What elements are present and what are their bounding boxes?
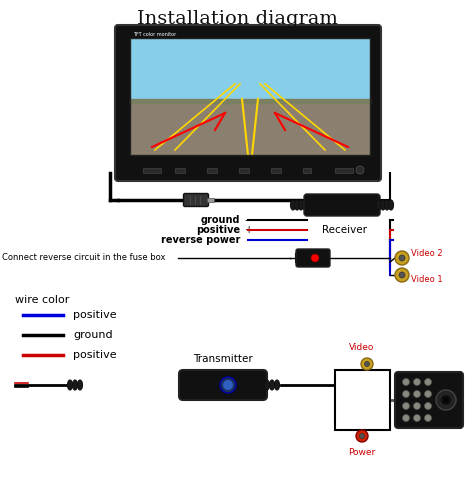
Circle shape xyxy=(402,378,410,386)
Ellipse shape xyxy=(274,380,280,390)
Circle shape xyxy=(402,391,410,397)
Bar xyxy=(207,168,217,173)
Circle shape xyxy=(413,414,420,422)
Text: Power: Power xyxy=(348,448,375,457)
Bar xyxy=(143,168,161,173)
Text: Connect reverse circuit in the fuse box: Connect reverse circuit in the fuse box xyxy=(2,254,165,262)
Circle shape xyxy=(395,268,409,282)
Text: Video 1: Video 1 xyxy=(411,275,443,283)
Text: Video: Video xyxy=(349,343,374,352)
Bar xyxy=(175,168,185,173)
Ellipse shape xyxy=(270,380,274,390)
Text: Video 2: Video 2 xyxy=(411,249,443,259)
Text: wire color: wire color xyxy=(15,295,69,305)
Circle shape xyxy=(402,414,410,422)
FancyBboxPatch shape xyxy=(179,370,267,400)
Text: Transmitter: Transmitter xyxy=(193,354,253,364)
FancyBboxPatch shape xyxy=(304,194,380,216)
Circle shape xyxy=(436,390,456,410)
Ellipse shape xyxy=(376,200,382,210)
Text: TFT color monitor: TFT color monitor xyxy=(133,32,176,37)
Circle shape xyxy=(413,391,420,397)
Ellipse shape xyxy=(264,380,270,390)
Bar xyxy=(303,168,311,173)
Ellipse shape xyxy=(78,380,82,390)
FancyBboxPatch shape xyxy=(115,25,381,181)
Text: Installation diagram: Installation diagram xyxy=(137,10,337,28)
Ellipse shape xyxy=(67,380,73,390)
Text: ground: ground xyxy=(73,330,113,340)
Circle shape xyxy=(220,377,236,393)
Circle shape xyxy=(356,166,364,174)
FancyBboxPatch shape xyxy=(183,193,209,206)
Circle shape xyxy=(413,402,420,410)
Circle shape xyxy=(443,397,449,403)
Ellipse shape xyxy=(389,200,393,210)
Text: reverse power: reverse power xyxy=(161,235,240,245)
Text: ground: ground xyxy=(201,215,240,225)
Bar xyxy=(239,168,249,173)
Bar xyxy=(335,370,390,430)
Text: positive: positive xyxy=(73,310,117,320)
Circle shape xyxy=(402,402,410,410)
Ellipse shape xyxy=(299,200,303,210)
Circle shape xyxy=(399,272,405,278)
Circle shape xyxy=(399,255,405,261)
Bar xyxy=(207,198,214,202)
Bar xyxy=(130,38,370,99)
Circle shape xyxy=(359,433,365,438)
Circle shape xyxy=(425,414,431,422)
Ellipse shape xyxy=(381,200,385,210)
Circle shape xyxy=(361,358,373,370)
Circle shape xyxy=(395,251,409,265)
Ellipse shape xyxy=(384,200,390,210)
Text: +: + xyxy=(242,225,253,235)
Circle shape xyxy=(413,378,420,386)
Text: positive: positive xyxy=(196,225,240,235)
Circle shape xyxy=(223,380,233,390)
Text: Receiver: Receiver xyxy=(322,225,367,235)
Circle shape xyxy=(425,402,431,410)
FancyBboxPatch shape xyxy=(296,249,330,267)
Circle shape xyxy=(440,394,452,406)
Bar xyxy=(130,99,370,155)
Circle shape xyxy=(425,378,431,386)
Circle shape xyxy=(365,361,370,367)
Circle shape xyxy=(311,254,319,262)
Bar xyxy=(335,168,353,173)
FancyBboxPatch shape xyxy=(395,372,463,428)
Circle shape xyxy=(356,430,368,442)
Text: -: - xyxy=(242,215,249,225)
Text: positive: positive xyxy=(73,350,117,360)
Ellipse shape xyxy=(291,200,295,210)
Ellipse shape xyxy=(294,200,300,210)
Ellipse shape xyxy=(302,200,308,210)
Bar xyxy=(130,38,370,155)
Circle shape xyxy=(425,391,431,397)
Bar xyxy=(271,168,281,173)
Ellipse shape xyxy=(73,380,78,390)
